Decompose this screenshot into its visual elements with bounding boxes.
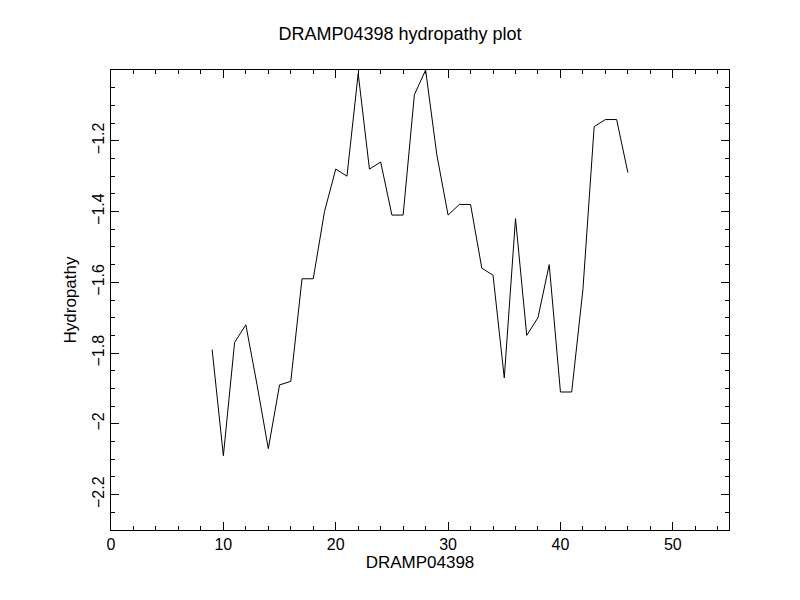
svg-text:40: 40	[552, 536, 570, 553]
svg-text:−2.2: −2.2	[90, 476, 107, 508]
svg-text:DRAMP04398 hydropathy plot: DRAMP04398 hydropathy plot	[278, 24, 521, 44]
svg-text:−1.4: −1.4	[90, 193, 107, 225]
svg-text:Hydropathy: Hydropathy	[61, 256, 80, 343]
svg-text:−2: −2	[90, 412, 107, 430]
svg-text:0: 0	[107, 536, 116, 553]
svg-text:−1.8: −1.8	[90, 335, 107, 367]
svg-text:20: 20	[327, 536, 345, 553]
svg-text:−1.2: −1.2	[90, 122, 107, 154]
svg-text:DRAMP04398: DRAMP04398	[366, 553, 475, 572]
svg-text:30: 30	[439, 536, 457, 553]
svg-text:10: 10	[214, 536, 232, 553]
svg-text:50: 50	[664, 536, 682, 553]
svg-text:−1.6: −1.6	[90, 264, 107, 296]
